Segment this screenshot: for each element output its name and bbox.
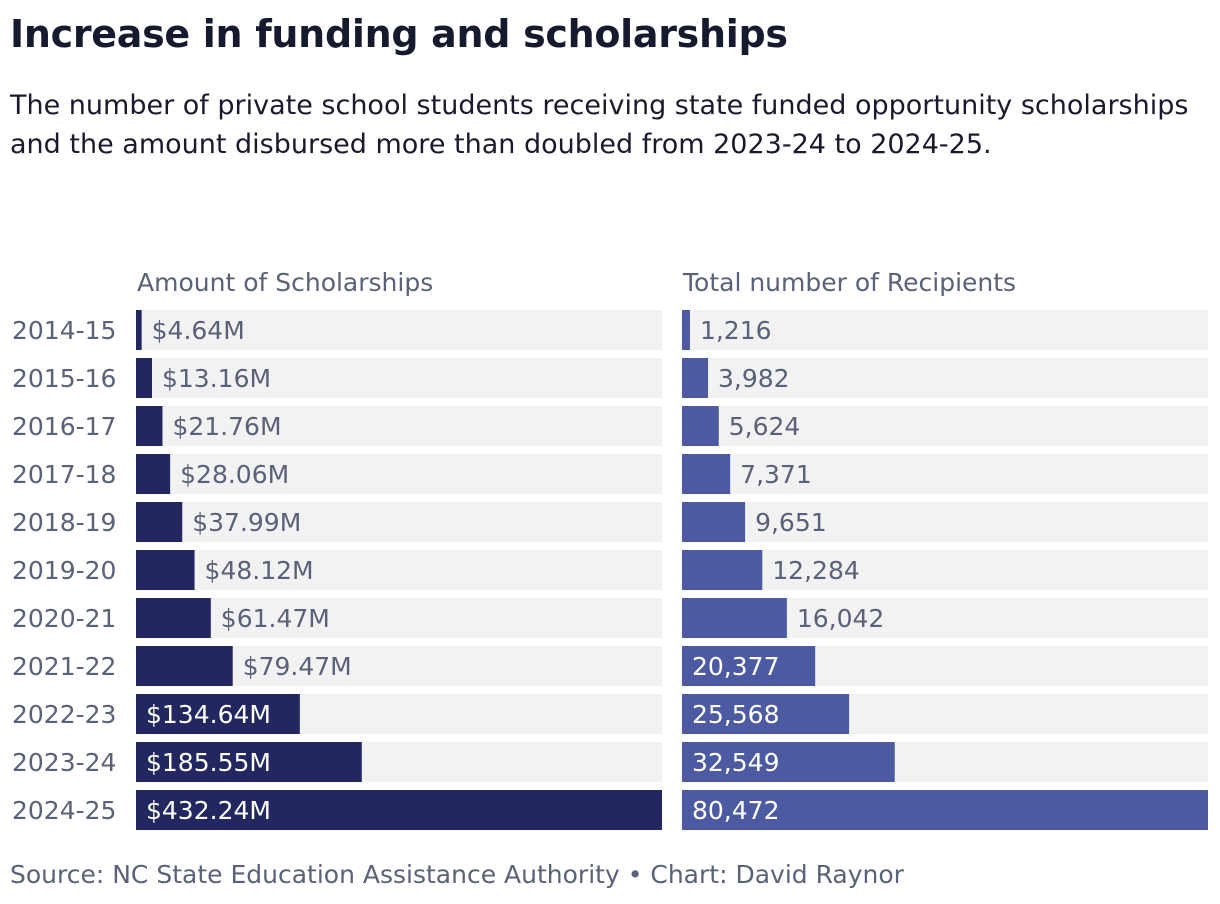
amount-value-label: $432.24M xyxy=(146,796,271,825)
amount-value-label: $13.16M xyxy=(162,364,271,393)
amount-panel-title: Amount of Scholarships xyxy=(137,268,433,297)
bar-track xyxy=(136,598,662,638)
year-label: 2019-20 xyxy=(12,556,116,585)
year-label: 2016-17 xyxy=(12,412,116,441)
year-label: 2017-18 xyxy=(12,460,116,489)
amount-value-label: $185.55M xyxy=(146,748,271,777)
year-label: 2021-22 xyxy=(12,652,116,681)
recipients-value-label: 3,982 xyxy=(718,364,790,393)
bar-track xyxy=(682,454,1208,494)
recipients-panel-title: Total number of Recipients xyxy=(682,268,1016,297)
year-label: 2022-23 xyxy=(12,700,116,729)
recipients-bar xyxy=(682,406,719,446)
amount-value-label: $37.99M xyxy=(192,508,301,537)
recipients-value-label: 25,568 xyxy=(692,700,779,729)
recipients-value-label: 32,549 xyxy=(692,748,779,777)
bar-track xyxy=(136,454,662,494)
amount-bar xyxy=(136,694,300,734)
bar-track xyxy=(136,550,662,590)
recipients-bar xyxy=(682,742,895,782)
amount-bar xyxy=(136,550,195,590)
recipients-bar xyxy=(682,790,1208,830)
amount-value-label: $79.47M xyxy=(243,652,352,681)
recipients-bar xyxy=(682,310,690,350)
year-label: 2024-25 xyxy=(12,796,116,825)
recipients-value-label: 9,651 xyxy=(755,508,827,537)
recipients-bar xyxy=(682,502,746,542)
amount-bar xyxy=(136,742,362,782)
bar-track xyxy=(682,406,1208,446)
recipients-value-label: 12,284 xyxy=(772,556,859,585)
bar-track xyxy=(682,310,1208,350)
bar-track xyxy=(682,358,1208,398)
recipients-bar xyxy=(682,550,763,590)
amount-value-label: $61.47M xyxy=(221,604,330,633)
recipients-bar xyxy=(682,598,787,638)
bar-track xyxy=(136,406,662,446)
amount-bar xyxy=(136,454,171,494)
recipients-bar xyxy=(682,358,709,398)
year-label: 2014-15 xyxy=(12,316,116,345)
amount-value-label: $48.12M xyxy=(205,556,314,585)
amount-value-label: $21.76M xyxy=(172,412,281,441)
recipients-value-label: 80,472 xyxy=(692,796,779,825)
amount-bar xyxy=(136,502,183,542)
amount-bar xyxy=(136,646,233,686)
year-label: 2018-19 xyxy=(12,508,116,537)
source-note: Source: NC State Education Assistance Au… xyxy=(10,860,904,889)
recipients-bar xyxy=(682,646,816,686)
recipients-bar xyxy=(682,454,731,494)
recipients-bar xyxy=(682,694,850,734)
amount-value-label: $134.64M xyxy=(146,700,271,729)
bar-track xyxy=(682,550,1208,590)
bar-track xyxy=(136,502,662,542)
recipients-value-label: 5,624 xyxy=(729,412,801,441)
amount-value-label: $4.64M xyxy=(152,316,245,345)
recipients-value-label: 1,216 xyxy=(700,316,772,345)
year-label: 2023-24 xyxy=(12,748,116,777)
year-label: 2020-21 xyxy=(12,604,116,633)
recipients-value-label: 16,042 xyxy=(797,604,884,633)
bar-track xyxy=(682,502,1208,542)
amount-bar xyxy=(136,406,163,446)
amount-bar xyxy=(136,358,153,398)
chart-subtitle: The number of private school students re… xyxy=(10,90,1189,160)
bar-track xyxy=(136,310,662,350)
amount-value-label: $28.06M xyxy=(180,460,289,489)
recipients-value-label: 20,377 xyxy=(692,652,779,681)
year-label: 2015-16 xyxy=(12,364,116,393)
amount-bar xyxy=(136,310,142,350)
amount-bar xyxy=(136,790,662,830)
recipients-value-label: 7,371 xyxy=(740,460,812,489)
chart-title: Increase in funding and scholarships xyxy=(10,12,788,56)
bar-track xyxy=(136,358,662,398)
amount-bar xyxy=(136,598,211,638)
